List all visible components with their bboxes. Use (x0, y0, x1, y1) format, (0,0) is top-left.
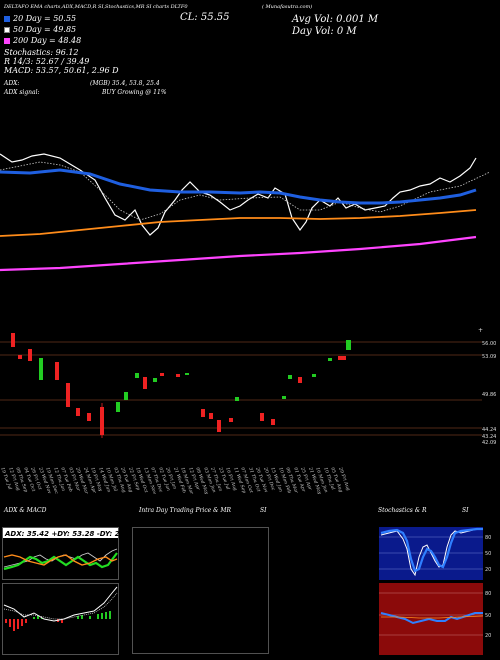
adx-signal-value: BUY Growing @ 11% (102, 89, 167, 96)
macd-readout: MACD: 53.57, 50.61, 2.96 D (4, 66, 119, 75)
candle (87, 413, 91, 421)
rsi-tick: 80 (485, 591, 491, 597)
adx-macd-title: ADX & MACD (4, 507, 47, 514)
stochastics-panel: 80 50 20 (379, 527, 491, 580)
avg-volume: Avg Vol: 0.001 M (292, 14, 379, 25)
candle-marker: + (478, 327, 483, 334)
price-axis-labels: 56.00 53.09 49.86 44.24 43.24 42.09 (482, 341, 496, 446)
candle (288, 375, 292, 379)
candle (271, 419, 275, 425)
adx-banner: ADX: 35.42 +DY: 53.28 -DY: 25.41 (4, 530, 119, 538)
day-volume: Day Vol: 0 M (292, 26, 357, 37)
stoch-tick: 20 (485, 567, 491, 573)
legend-200-day-swatch (4, 38, 10, 44)
adx-panel: ADX: 35.42 +DY: 53.28 -DY: 25.41 (2, 527, 119, 580)
rsi-panel: 80 50 20 (379, 583, 491, 655)
stoch-tick: 80 (485, 535, 491, 541)
stoch-d-line (380, 527, 483, 573)
date-axis: 19 Tue Jul 12 Fri Aug 08 Thu Sep 04 Tue Oct… (0, 465, 500, 497)
legend-50-day-swatch (4, 27, 10, 33)
r-readout: R 14/3: 52.67 / 39.49 (4, 57, 90, 66)
candle (209, 413, 213, 419)
macd-signal-line (3, 592, 118, 620)
rsi-tick: 50 (485, 613, 491, 619)
candle (55, 362, 59, 380)
price-label: 49.86 (482, 392, 496, 398)
price-label: 44.24 (482, 427, 496, 433)
candle (153, 378, 157, 382)
adx-value: (MGB) 35.4, 53.8, 25.4 (90, 80, 160, 87)
candle (235, 397, 239, 401)
candle (135, 373, 139, 378)
candle (176, 374, 180, 377)
price-line (0, 153, 477, 236)
intra-day-si: SI (260, 507, 267, 514)
ema-200-line (0, 235, 477, 272)
price-label: 53.09 (482, 354, 496, 360)
chart-topline: DELTAFO EMA charts,ADX,MACD,R SI,Stochas… (4, 4, 188, 10)
candle (217, 420, 221, 432)
stoch-si: SI (462, 507, 469, 514)
adx-signal-label: ADX signal: (4, 89, 40, 96)
price-level-lines (0, 341, 482, 436)
candle (298, 377, 302, 383)
macd-line (3, 586, 118, 622)
intra-day-panel (132, 527, 269, 654)
candle (18, 355, 22, 359)
candle (338, 356, 346, 360)
close-price: CL: 55.55 (180, 12, 230, 23)
candles (11, 333, 351, 438)
adx-label: ADX: (4, 80, 20, 87)
candle (229, 418, 233, 422)
rsi-tick: 20 (485, 633, 491, 639)
legend-20-day: 20 Day = 50.55 (4, 14, 76, 23)
candle (124, 392, 128, 400)
candle (160, 373, 164, 376)
candle (282, 396, 286, 399)
candle (312, 374, 316, 377)
price-label: 42.09 (482, 440, 496, 446)
intra-day-title: Intra Day Trading Price & MR (139, 507, 232, 514)
rsi-line (380, 612, 483, 625)
legend-20-day-swatch (4, 16, 10, 22)
stoch-title: Stochastics & R (378, 507, 427, 514)
ema-50-line (0, 209, 477, 237)
candle (11, 333, 15, 347)
ema-20-line (0, 168, 477, 205)
candle (185, 373, 189, 375)
candle (346, 340, 351, 350)
price-dotted-line (0, 161, 491, 221)
rsi-signal-line (381, 615, 484, 619)
plus-di-line (3, 552, 118, 571)
minus-di-line (3, 554, 118, 566)
candle (66, 383, 70, 407)
candle (260, 413, 264, 421)
price-label: 56.00 (482, 341, 496, 347)
price-label: 43.24 (482, 434, 496, 440)
candle (143, 377, 147, 389)
legend-200-day: 200 Day = 48.48 (4, 36, 81, 45)
candle (76, 408, 80, 416)
legend-50-day: 50 Day = 49.85 (4, 25, 76, 34)
candle (28, 349, 32, 361)
candle (201, 409, 205, 417)
stochastics-readout: Stochastics: 96.12 (4, 48, 79, 57)
chart-topline-source: ( Munafasutra.com) (262, 4, 313, 10)
candle (39, 358, 43, 380)
candle (328, 358, 332, 361)
candle-chart: 56.00 53.09 49.86 44.24 43.24 42.09 + (0, 327, 496, 446)
ema-chart (0, 153, 491, 272)
macd-histogram (5, 611, 111, 631)
stoch-tick: 50 (485, 551, 491, 557)
macd-panel (2, 583, 119, 655)
candle (116, 402, 120, 412)
